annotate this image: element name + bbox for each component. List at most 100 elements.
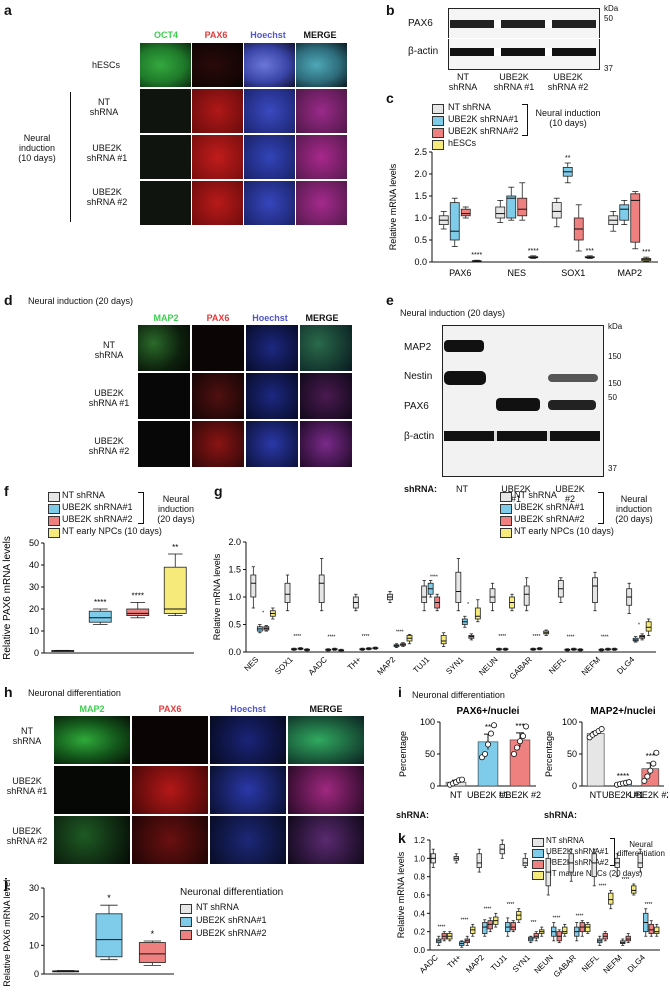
c-NES-1-box — [506, 195, 517, 219]
c-NES-2-box — [517, 197, 528, 217]
x-tick-label: AADC — [307, 655, 329, 677]
y-tick-label: 1.5 — [414, 191, 427, 201]
row-a3-l2: shRNA #2 — [86, 197, 128, 207]
row-h2-l1: UBE2K — [12, 776, 42, 786]
c-MAP2-1-box — [619, 204, 630, 221]
row-a1-l2: shRNA — [89, 107, 119, 117]
g-TUJ1-0-box — [421, 585, 428, 603]
c-MAP2-2-box — [630, 193, 641, 243]
row-a3-l1: UBE2K — [92, 187, 122, 197]
x-tick-label: MAP2 — [464, 953, 486, 975]
img-h-sh1-pax6 — [132, 766, 208, 814]
data-point — [598, 726, 605, 733]
x-tick-label: NEFL — [547, 655, 568, 676]
k-NEFM-3-box — [631, 885, 637, 894]
header-h-hoechst: Hoechst — [230, 704, 266, 714]
img-d-sh2-merge — [300, 421, 352, 467]
legend-g-3: NT early NPCs (10 days) — [514, 526, 614, 536]
c-NES-0-box — [495, 206, 506, 219]
legend-f-note-3: (20 days) — [157, 514, 195, 524]
x-tick-label: DLG4 — [626, 953, 648, 975]
data-point — [485, 741, 492, 748]
img-a-nt-merge — [296, 89, 347, 133]
y-tick-label: 0.8 — [414, 873, 426, 882]
band-b-pax6 — [450, 20, 596, 28]
data-point — [523, 723, 530, 730]
g-NEUN-0-box — [489, 588, 496, 603]
row-d1-l2: shRNA — [94, 350, 124, 360]
img-a-nt-oct4 — [140, 89, 191, 133]
img-h-sh2-hoechst — [210, 816, 286, 864]
significance-mark: * — [262, 610, 264, 616]
y-tick-label: 0.5 — [414, 235, 427, 245]
data-point — [514, 744, 521, 751]
significance-mark: ** — [485, 723, 491, 732]
legend-c-swatch-0 — [432, 104, 444, 114]
panel-j-title: Neuronal differentiation — [180, 887, 284, 898]
significance-mark: **** — [498, 634, 506, 640]
chart-k: 0.0 0.2 0.4 0.6 0.8 1.0 1.2 Relative mRNA level… — [396, 836, 660, 979]
band-e-nestin-nt — [444, 371, 486, 385]
row-a2-l1: UBE2K — [92, 143, 122, 153]
img-d-nt-pax6 — [192, 325, 244, 371]
significance-mark: **** — [617, 772, 629, 781]
significance-mark: **** — [553, 916, 561, 922]
significance-mark: *** — [642, 249, 650, 256]
panel-i-title: Neuronal differentiation — [412, 690, 505, 700]
c-PAX6-2-box — [460, 208, 471, 217]
panel-label-b: b — [386, 2, 395, 18]
x-tick-label: SYN1 — [444, 655, 466, 677]
x-tick-label: NES — [507, 268, 526, 278]
legend-c-swatch-1 — [432, 116, 444, 126]
significance-mark: **** — [622, 877, 630, 883]
panel-label-g: g — [214, 483, 223, 499]
chart-c: 0.0 0.5 1.0 1.5 2.0 2.5 Relative mRNA levels PA… — [388, 147, 658, 278]
k-MAP2-1-box — [482, 922, 488, 934]
x-tick-label: GABAR — [552, 953, 578, 979]
x-tick-label: PAX6 — [449, 268, 471, 278]
y-tick-label: 0 — [34, 969, 39, 979]
legend-k-1: UBE2K shRNA#1 — [546, 847, 609, 856]
k-MAP2-0-box — [476, 853, 482, 868]
g-NES-0-box — [250, 574, 257, 598]
significance-mark: **** — [507, 902, 515, 908]
y-tick-label: 10 — [29, 626, 39, 636]
legend-g-note-1: Neural — [620, 494, 648, 504]
band-e-label-pax6: PAX6 — [404, 401, 429, 412]
panel-label-e: e — [386, 292, 394, 308]
header-d-hoechst: Hoechst — [252, 313, 288, 323]
g-DLG4-3-box — [645, 621, 652, 632]
data-point — [653, 749, 660, 756]
x-tick-label: NEUN — [477, 655, 500, 678]
chart-g: 0.0 0.5 1.0 1.5 2.0 Relative mRNA levels NES * S… — [212, 537, 656, 681]
data-point — [644, 773, 651, 780]
row-h3-l1: UBE2K — [12, 826, 42, 836]
y-tick-label: 1.0 — [414, 854, 426, 863]
y-tick-label: 50 — [425, 749, 435, 759]
img-a-hesc-pax6 — [192, 43, 243, 87]
marker-b-37: 37 — [604, 64, 613, 73]
g-TUJ1-3-box — [440, 635, 447, 645]
row-label-hescs: hESCs — [92, 60, 121, 70]
lane-e2-l2: #1 — [510, 494, 521, 504]
significance-mark: **** — [484, 906, 492, 912]
panel-label-j: j — [4, 875, 8, 891]
img-a-hesc-hoechst — [244, 43, 295, 87]
significance-mark: **** — [533, 634, 541, 640]
y-tick-label: 20 — [29, 604, 39, 614]
img-a-sh2-oct4 — [140, 181, 191, 225]
legend-k-0: NT shRNA — [546, 836, 585, 845]
x-tick-label: TH+ — [346, 655, 363, 672]
significance-mark: * — [467, 602, 469, 608]
significance-mark: **** — [599, 883, 607, 889]
legend-g-0: NT shRNA — [514, 490, 557, 500]
header-h-merge: MERGE — [309, 704, 343, 714]
legend-f-2: UBE2K shRNA#2 — [62, 514, 133, 524]
img-d-sh1-pax6 — [192, 373, 244, 419]
header-pax6: PAX6 — [204, 30, 228, 40]
header-d-pax6: PAX6 — [206, 313, 230, 323]
img-a-sh1-oct4 — [140, 135, 191, 179]
x-tick-label: NEFM — [580, 655, 603, 678]
y-axis-label: Percentage — [398, 731, 408, 777]
